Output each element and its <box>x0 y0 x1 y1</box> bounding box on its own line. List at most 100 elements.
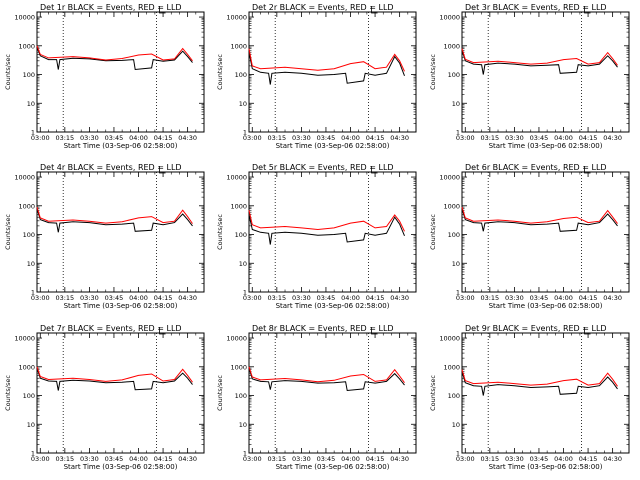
panel-title: Det 7r BLACK = Events, RED = LLD <box>40 324 182 333</box>
x-tick-label: 03:15 <box>480 455 499 463</box>
y-axis-label: Counts/sec <box>4 375 12 411</box>
x-tick-label: 04:30 <box>390 134 409 142</box>
y-tick-label: 1000 <box>443 42 460 50</box>
x-tick-label: 03:30 <box>80 134 99 142</box>
y-axis-label: Counts/sec <box>4 214 12 250</box>
y-tick-label: 100 <box>235 231 247 239</box>
x-tick-label: 03:15 <box>480 294 499 302</box>
x-tick-label: 04:15 <box>154 455 173 463</box>
x-tick-label: 03:30 <box>292 455 311 463</box>
y-tick-label: 1 <box>456 289 460 297</box>
x-tick-label: 03:00 <box>31 455 50 463</box>
lld-series-line <box>248 366 405 383</box>
x-tick-label: 04:15 <box>579 455 598 463</box>
y-tick-label: 1 <box>456 129 460 137</box>
y-tick-label: 10000 <box>226 174 247 182</box>
x-tick-label: 04:30 <box>603 455 622 463</box>
x-tick-label: 04:15 <box>366 134 385 142</box>
y-tick-label: 100 <box>448 71 460 79</box>
x-axis-label: Start Time (03-Sep-06 02:58:00) <box>489 142 603 150</box>
y-tick-label: 10000 <box>14 174 35 182</box>
x-tick-label: 03:45 <box>530 294 549 302</box>
y-axis-label: Counts/sec <box>429 375 437 411</box>
plot-frame <box>248 11 417 133</box>
y-tick-label: 1 <box>31 450 35 458</box>
y-tick-label: 10 <box>452 100 460 108</box>
y-tick-label: 10 <box>27 100 35 108</box>
y-tick-label: 1 <box>243 129 247 137</box>
y-tick-label: 100 <box>448 231 460 239</box>
x-tick-label: 04:30 <box>390 455 409 463</box>
lld-series-line <box>248 210 405 232</box>
y-tick-label: 1000 <box>230 202 247 210</box>
events-series-line <box>461 371 618 396</box>
corner-bracket-mark <box>371 166 378 174</box>
x-axis-label: Start Time (03-Sep-06 02:58:00) <box>64 302 178 310</box>
y-tick-label: 100 <box>448 392 460 400</box>
x-tick-label: 04:00 <box>341 455 360 463</box>
lld-series-line <box>461 206 618 224</box>
x-tick-label: 03:30 <box>505 134 524 142</box>
y-tick-label: 100 <box>235 71 247 79</box>
y-tick-label: 10 <box>27 260 35 268</box>
x-tick-label: 03:30 <box>80 294 99 302</box>
x-tick-label: 03:00 <box>243 294 262 302</box>
x-tick-label: 04:15 <box>366 455 385 463</box>
y-tick-label: 1000 <box>18 202 35 210</box>
panel-title: Det 6r BLACK = Events, RED = LLD <box>465 163 607 172</box>
x-tick-label: 03:00 <box>456 294 475 302</box>
corner-bracket-mark <box>584 166 591 174</box>
plot-frame <box>248 171 417 293</box>
y-axis-label: Counts/sec <box>429 214 437 250</box>
panel-title: Det 1r BLACK = Events, RED = LLD <box>40 3 182 12</box>
plot-frame <box>36 171 205 293</box>
y-tick-label: 100 <box>23 392 35 400</box>
y-axis-label: Counts/sec <box>429 54 437 90</box>
x-tick-label: 03:15 <box>267 294 286 302</box>
plot-frame <box>461 11 630 133</box>
y-tick-label: 1000 <box>443 363 460 371</box>
events-series-line <box>248 52 405 85</box>
y-tick-label: 1000 <box>230 42 247 50</box>
events-series-line <box>248 367 405 392</box>
x-axis-label: Start Time (03-Sep-06 02:58:00) <box>489 302 603 310</box>
corner-bracket-mark <box>371 327 378 335</box>
x-tick-label: 04:00 <box>129 455 148 463</box>
x-tick-label: 04:15 <box>579 134 598 142</box>
plot-frame <box>36 332 205 454</box>
x-axis-label: Start Time (03-Sep-06 02:58:00) <box>64 463 178 471</box>
lld-series-line <box>461 369 618 387</box>
x-tick-label: 04:30 <box>390 294 409 302</box>
detector-panel-1: Det 1r BLACK = Events, RED = LLD Counts/s… <box>4 3 205 150</box>
corner-bracket-mark <box>159 6 166 14</box>
x-axis-label: Start Time (03-Sep-06 02:58:00) <box>276 463 390 471</box>
x-tick-label: 03:45 <box>105 455 124 463</box>
detector-panel-7: Det 7r BLACK = Events, RED = LLD Counts/s… <box>4 324 205 471</box>
panel-title: Det 5r BLACK = Events, RED = LLD <box>252 163 394 172</box>
x-tick-label: 03:15 <box>55 455 74 463</box>
y-tick-label: 10000 <box>439 335 460 343</box>
x-axis-label: Start Time (03-Sep-06 02:58:00) <box>276 142 390 150</box>
x-tick-label: 03:15 <box>480 134 499 142</box>
x-axis-label: Start Time (03-Sep-06 02:58:00) <box>276 302 390 310</box>
x-tick-label: 04:15 <box>579 294 598 302</box>
plot-frame <box>461 171 630 293</box>
x-tick-label: 03:00 <box>31 134 50 142</box>
panel-title: Det 9r BLACK = Events, RED = LLD <box>465 324 607 333</box>
y-tick-label: 10 <box>239 260 247 268</box>
lld-series-line <box>248 48 405 72</box>
x-axis-label: Start Time (03-Sep-06 02:58:00) <box>64 142 178 150</box>
x-tick-label: 03:45 <box>530 455 549 463</box>
lld-series-line <box>461 48 618 66</box>
y-tick-label: 10000 <box>14 335 35 343</box>
x-tick-label: 03:00 <box>456 134 475 142</box>
x-tick-label: 04:30 <box>178 455 197 463</box>
x-tick-label: 04:30 <box>178 134 197 142</box>
plot-frame <box>248 332 417 454</box>
x-tick-label: 03:45 <box>317 134 336 142</box>
corner-bracket-mark <box>159 327 166 335</box>
y-tick-label: 1 <box>31 289 35 297</box>
x-tick-label: 04:30 <box>603 294 622 302</box>
y-axis-label: Counts/sec <box>216 54 224 90</box>
